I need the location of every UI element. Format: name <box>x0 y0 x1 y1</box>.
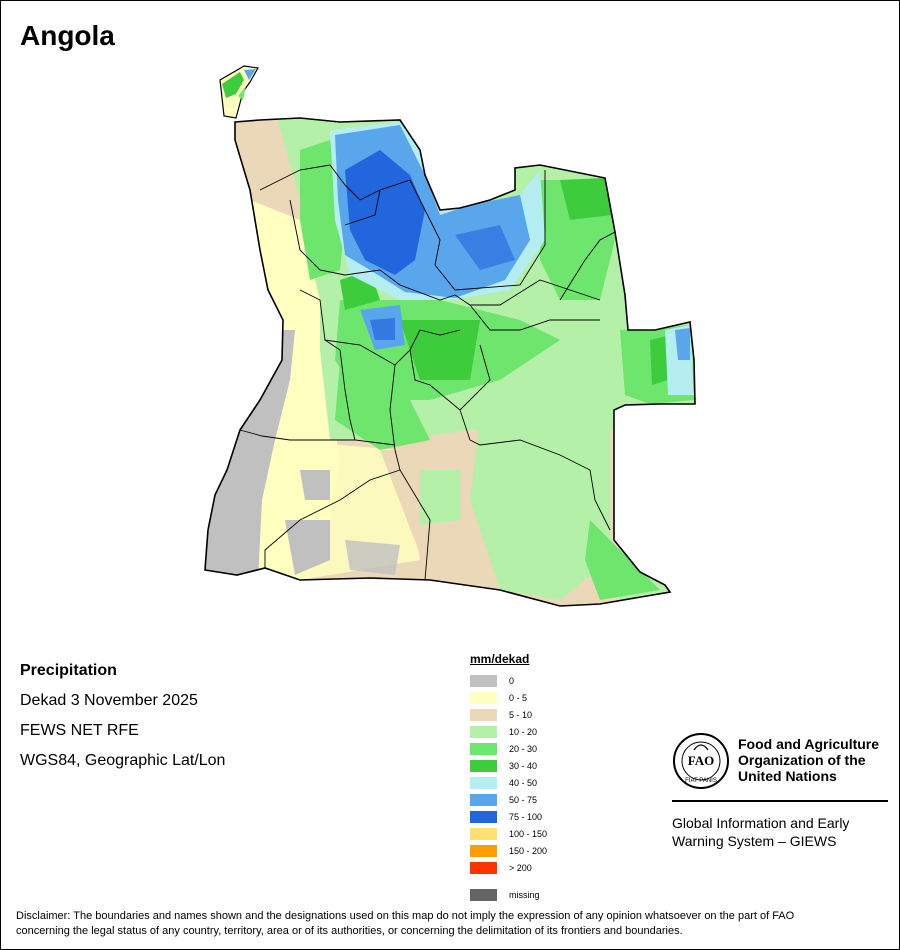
legend-items: 0 0 - 5 5 - 10 10 - 20 20 - 30 30 - 40 40 - 50… <box>470 672 547 876</box>
legend-item: 30 - 40 <box>470 757 547 774</box>
legend-label: 10 - 20 <box>509 726 538 737</box>
legend-item: 75 - 100 <box>470 808 547 825</box>
org-line-3: United Nations <box>738 768 837 784</box>
legend-swatch <box>470 810 497 823</box>
legend-label: 0 <box>509 675 515 686</box>
legend: mm/dekad 0 0 - 5 5 - 10 10 - 20 20 - 30 30 - … <box>470 652 547 903</box>
legend-label: > 200 <box>509 862 532 873</box>
org-line-1: Food and Agriculture <box>738 736 880 752</box>
legend-title: mm/dekad <box>470 652 530 666</box>
legend-item: > 200 <box>470 859 547 876</box>
info-source: FEWS NET RFE <box>20 722 139 739</box>
legend-label: 20 - 30 <box>509 743 538 754</box>
disclaimer-line-2: concerning the legal status of any count… <box>16 925 683 937</box>
legend-swatch <box>470 861 497 874</box>
legend-label: 40 - 50 <box>509 777 538 788</box>
org-line-2: Organization of the <box>738 752 866 768</box>
legend-swatch <box>470 844 497 857</box>
legend-item: 10 - 20 <box>470 723 547 740</box>
province-boundaries <box>239 164 616 581</box>
legend-label: 0 - 5 <box>509 692 528 703</box>
legend-label: 5 - 10 <box>509 709 533 720</box>
legend-swatch <box>470 776 497 789</box>
legend-swatch <box>470 725 497 738</box>
info-period: Dekad 3 November 2025 <box>20 692 198 709</box>
legend-item: 0 <box>470 672 547 689</box>
legend-item: 100 - 150 <box>470 825 547 842</box>
legend-swatch <box>470 888 497 901</box>
legend-item: 40 - 50 <box>470 774 547 791</box>
disclaimer: Disclaimer: The boundaries and names sho… <box>16 909 886 939</box>
info-heading: Precipitation <box>20 662 117 679</box>
giews-line-2: Warning System – GIEWS <box>672 833 837 849</box>
legend-item: 0 - 5 <box>470 689 547 706</box>
legend-swatch <box>470 708 497 721</box>
legend-swatch <box>470 759 497 772</box>
legend-swatch <box>470 827 497 840</box>
map-title: Angola <box>20 20 115 51</box>
legend-label: 30 - 40 <box>509 760 538 771</box>
info-projection: WGS84, Geographic Lat/Lon <box>20 752 226 769</box>
legend-swatch <box>470 742 497 755</box>
legend-swatch <box>470 793 497 806</box>
legend-item: 50 - 75 <box>470 791 547 808</box>
legend-swatch <box>470 674 497 687</box>
legend-item-missing: missing <box>470 886 547 903</box>
country-border <box>204 117 696 607</box>
legend-label: 75 - 100 <box>509 811 543 822</box>
fao-org-name: Food and Agriculture Organization of the… <box>738 736 898 784</box>
disclaimer-line-1: Disclaimer: The boundaries and names sho… <box>16 910 795 922</box>
cabinda-region <box>219 65 259 119</box>
legend-label: missing <box>509 889 540 900</box>
angola-precipitation-map <box>204 65 696 607</box>
legend-label: 50 - 75 <box>509 794 538 805</box>
legend-label: 150 - 200 <box>509 845 548 856</box>
fao-emblem-icon: FAO FIAT PANIS <box>673 733 729 789</box>
giews-line-1: Global Information and Early <box>672 815 850 831</box>
fao-motto: FIAT PANIS <box>685 778 717 784</box>
legend-label: 100 - 150 <box>509 828 548 839</box>
legend-swatch <box>470 691 497 704</box>
giews-name: Global Information and Early Warning Sys… <box>672 814 892 850</box>
legend-item: 150 - 200 <box>470 842 547 859</box>
fao-letters: FAO <box>688 753 714 768</box>
map-info: Precipitation Dekad 3 November 2025 FEWS… <box>20 656 225 776</box>
legend-item: 20 - 30 <box>470 740 547 757</box>
legend-item: 5 - 10 <box>470 706 547 723</box>
logo-divider <box>672 800 888 802</box>
